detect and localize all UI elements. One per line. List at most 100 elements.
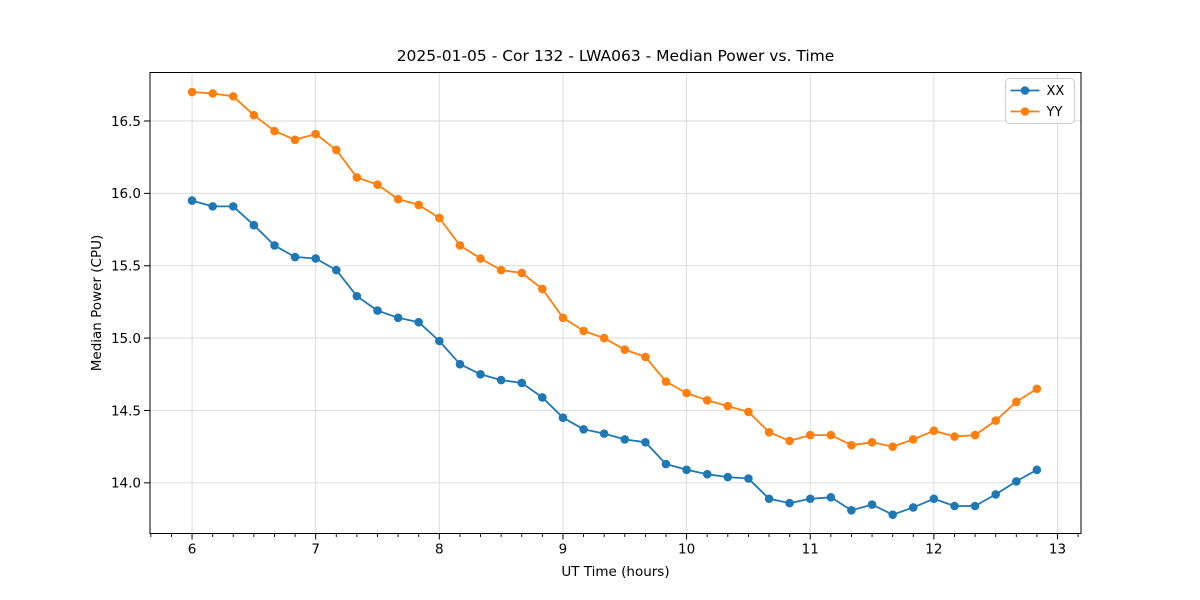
series-XX-marker: [744, 474, 753, 483]
series-XX-marker: [702, 469, 712, 479]
series-YY-marker: [1012, 397, 1021, 407]
series-XX-marker: [847, 506, 856, 515]
x-tick-label: 11: [802, 542, 819, 558]
series-YY-marker: [311, 129, 320, 139]
series-YY-marker: [599, 333, 609, 343]
y-tick-label: 15.0: [111, 331, 141, 347]
series-XX-marker: [1032, 465, 1042, 475]
series-XX-marker: [208, 202, 217, 211]
legend-label-XX: XX: [1047, 84, 1065, 99]
series-XX-marker: [661, 459, 671, 469]
series-YY-marker: [929, 426, 939, 436]
series-YY-marker: [785, 436, 794, 446]
y-tick-label: 14.5: [111, 403, 141, 419]
series-YY-marker: [352, 173, 362, 182]
series-YY-marker: [393, 194, 403, 204]
x-tick-label: 7: [311, 542, 320, 558]
series-XX-marker: [352, 291, 362, 301]
legend-marker-XX: [1020, 86, 1030, 95]
series-YY-marker: [249, 110, 259, 120]
series-YY-marker: [290, 135, 300, 145]
series-YY-marker: [270, 126, 279, 136]
series-YY-marker: [702, 396, 712, 405]
y-axis-label: Median Power (CPU): [89, 234, 105, 372]
x-tick-label: 6: [188, 542, 197, 558]
series-YY-marker: [867, 438, 877, 447]
series-YY-marker: [805, 430, 815, 440]
series-XX-marker: [805, 494, 815, 504]
series-YY-marker: [187, 87, 197, 97]
x-tick-label: 8: [435, 542, 444, 558]
series-XX-marker: [455, 359, 465, 369]
series-YY-marker: [641, 352, 650, 362]
series-YY-marker: [496, 265, 506, 275]
series-YY-marker: [373, 180, 382, 189]
series-YY-marker: [208, 89, 217, 98]
series-XX-marker: [517, 378, 527, 388]
legend-label-YY: YY: [1046, 105, 1063, 120]
legend-marker-YY: [1020, 107, 1030, 116]
series-YY-marker: [476, 254, 485, 263]
series-XX-marker: [991, 490, 1000, 499]
series-XX-marker: [867, 500, 877, 509]
x-tick-label: 12: [925, 542, 942, 558]
series-XX-marker: [311, 254, 320, 263]
y-tick-label: 15.5: [111, 259, 141, 275]
series-YY-marker: [888, 442, 897, 451]
series-XX-marker: [373, 306, 382, 315]
x-tick-label: 13: [1049, 542, 1066, 558]
y-tick-label: 16.5: [111, 114, 141, 130]
series-XX-marker: [249, 220, 259, 230]
y-tick-label: 16.0: [111, 186, 141, 202]
series-XX-line: [191, 199, 1038, 516]
series-XX-marker: [496, 375, 506, 385]
series-YY-marker: [228, 92, 238, 101]
series-YY-marker: [661, 377, 671, 386]
series-YY-marker: [744, 407, 753, 417]
series-XX-marker: [908, 503, 918, 512]
series-YY-marker: [908, 435, 918, 444]
axis-ticks: 6 7 8 9 10 11 12 13 14.0 14.5 15.0 15.5 16.0 16.5: [111, 114, 1079, 558]
series-YY-marker: [332, 145, 341, 155]
x-axis-label: UT Time (hours): [561, 564, 670, 580]
series-XX-marker: [270, 241, 279, 250]
grid-lines: [150, 72, 1081, 534]
series-YY-marker: [991, 416, 1000, 425]
series-XX-marker: [187, 196, 197, 205]
series-XX-marker: [538, 393, 547, 402]
legend: XX YY: [1005, 78, 1075, 124]
series-YY-marker: [538, 284, 547, 294]
series-XX-marker: [228, 202, 238, 211]
series-XX-marker: [1012, 477, 1021, 486]
series-XX-marker: [764, 494, 774, 504]
series-XX-marker: [723, 472, 733, 482]
series-XX-marker: [558, 413, 568, 423]
series-YY-marker: [558, 313, 568, 323]
series-YY: [187, 87, 1042, 451]
series-YY-marker: [764, 427, 774, 437]
series-XX-marker: [414, 317, 423, 327]
series-YY-line: [191, 91, 1038, 448]
series-XX-marker: [950, 501, 959, 511]
series-XX-marker: [579, 424, 588, 434]
series-YY-marker: [620, 345, 630, 354]
axes-spines: [149, 72, 1082, 534]
series-YY-marker: [723, 401, 733, 411]
series-XX-marker: [970, 501, 980, 511]
series-YY-marker: [435, 213, 444, 223]
series-YY-marker: [1032, 384, 1042, 394]
series-XX-marker: [393, 313, 403, 323]
y-tick-label: 14.0: [111, 476, 141, 492]
series-YY-marker: [455, 241, 465, 250]
series-YY-marker: [950, 432, 959, 441]
series-YY-marker: [517, 268, 527, 278]
chart-title: 2025-01-05 - Cor 132 - LWA063 - Median P…: [396, 47, 835, 65]
series-YY-marker: [847, 440, 856, 450]
series-XX-marker: [332, 265, 341, 275]
series-XX-marker: [435, 336, 444, 346]
series-XX: [187, 196, 1042, 519]
series-XX-marker: [641, 438, 650, 447]
series-XX-marker: [785, 498, 794, 508]
